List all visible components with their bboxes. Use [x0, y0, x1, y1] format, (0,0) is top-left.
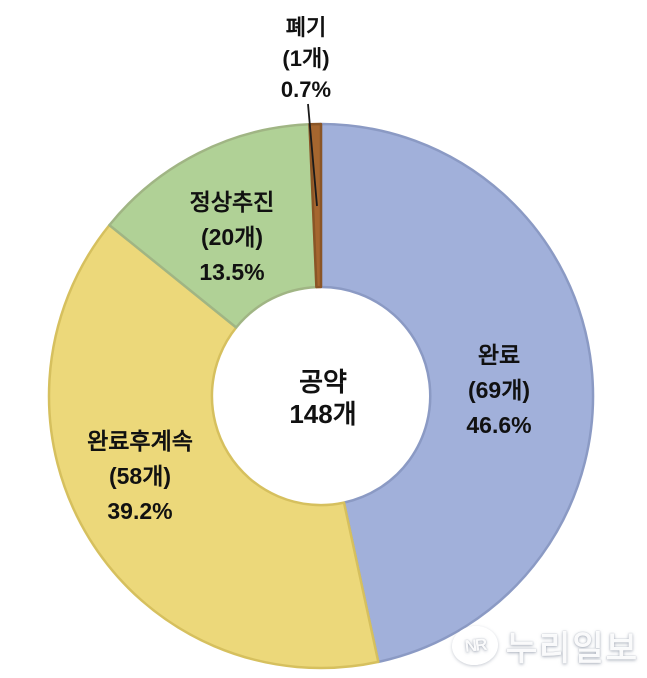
- segment-count: (58개): [108, 463, 172, 489]
- watermark-nr-logo-icon: NR: [449, 623, 500, 668]
- segment-count: (1개): [282, 46, 330, 71]
- donut-center-label: 공약 148개: [233, 366, 413, 430]
- segment-count: (20개): [200, 224, 264, 250]
- segment-percent: 13.5%: [199, 259, 265, 285]
- center-title: 공약: [299, 367, 347, 397]
- donut-slice-0: [319, 122, 595, 664]
- segment-name: 정상추진: [189, 189, 275, 215]
- segment-name: 폐기: [285, 15, 327, 40]
- leader-line-discarded: [307, 103, 318, 207]
- segment-label-completed: 완료 (69개) 46.6%: [409, 338, 589, 443]
- donut-slice-3: [308, 122, 323, 289]
- segment-label-continue-after-completion: 완료후계속 (58개) 39.2%: [40, 424, 240, 529]
- segment-percent: 0.7%: [280, 77, 332, 102]
- segment-label-discarded: 폐기 (1개) 0.7%: [236, 12, 376, 105]
- center-total: 148개: [289, 399, 357, 429]
- donut-slice-1: [47, 223, 380, 670]
- segment-label-normal-progress: 정상추진 (20개) 13.5%: [142, 185, 322, 290]
- segment-count: (69개): [467, 377, 531, 403]
- segment-name: 완료후계속: [87, 428, 193, 454]
- watermark-logo-initials: NR: [463, 634, 487, 656]
- watermark: NR 누리일보: [449, 621, 639, 670]
- segment-name: 완료: [477, 342, 521, 368]
- donut-slice-2: [108, 122, 318, 329]
- watermark-text: 누리일보: [505, 630, 639, 668]
- segment-percent: 46.6%: [466, 412, 532, 438]
- segment-percent: 39.2%: [107, 498, 173, 524]
